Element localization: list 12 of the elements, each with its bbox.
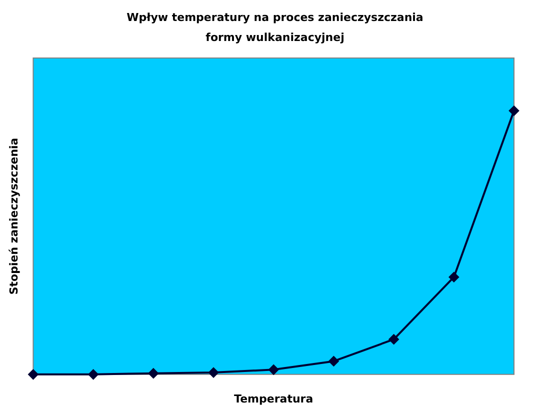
point xyxy=(208,368,218,378)
point xyxy=(448,272,459,282)
point xyxy=(28,369,38,380)
point xyxy=(148,368,158,378)
point xyxy=(388,334,399,344)
x-axis-title: Temperatura xyxy=(234,392,314,406)
chart-title: Wpływ temperatury na proces zanieczyszczania formy wulkanizacyjnej xyxy=(126,10,424,46)
point xyxy=(88,369,98,380)
point xyxy=(509,106,519,116)
point xyxy=(328,356,339,366)
point xyxy=(268,364,279,375)
y-axis-title: Stopień zanieczyszczenia xyxy=(7,138,20,295)
